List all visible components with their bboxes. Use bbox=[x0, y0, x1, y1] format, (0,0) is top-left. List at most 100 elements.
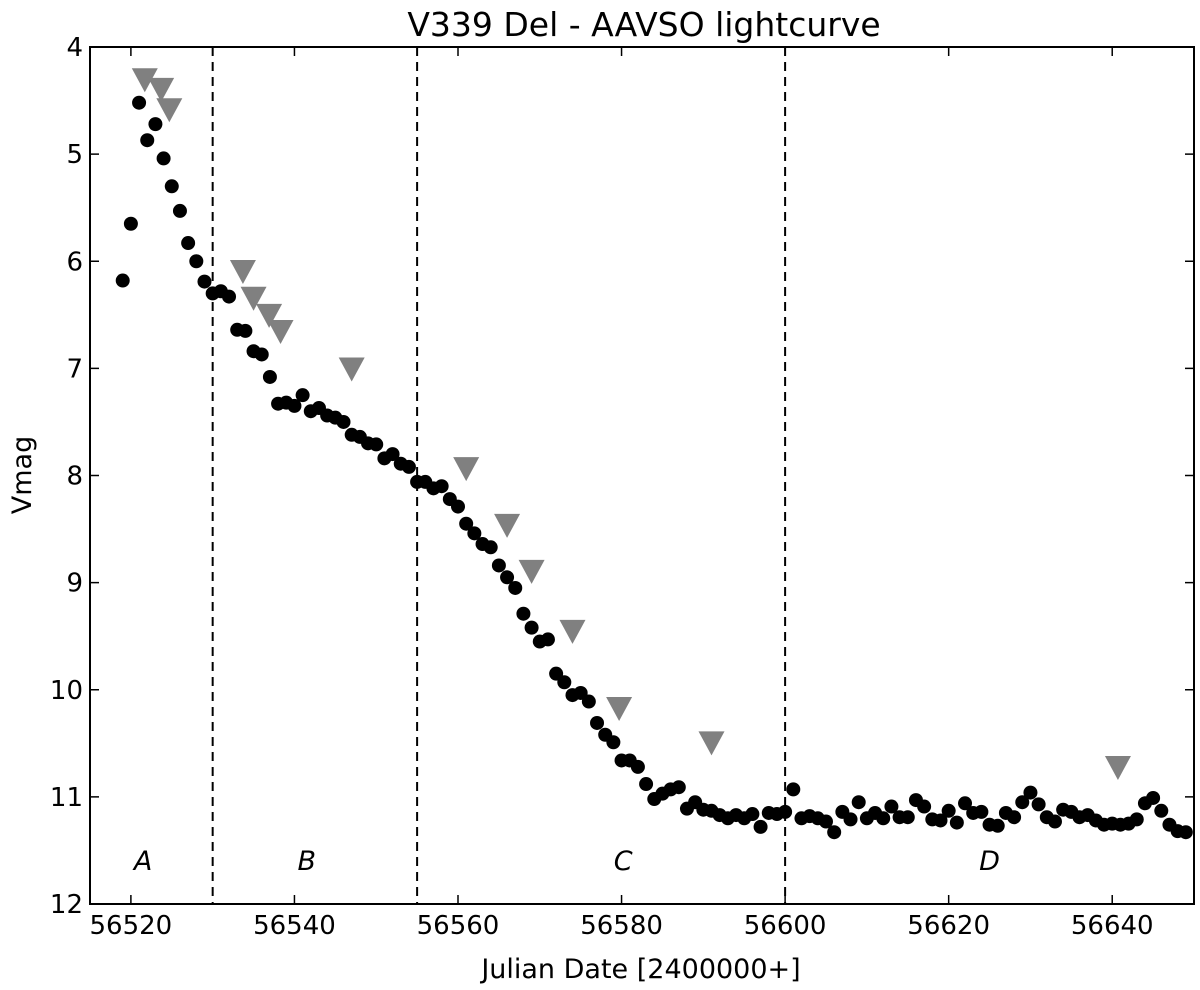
upper-limit-marker bbox=[131, 68, 158, 93]
upper-limit-marker bbox=[338, 357, 365, 382]
data-point bbox=[941, 803, 956, 818]
data-point bbox=[172, 203, 187, 218]
data-point bbox=[876, 811, 891, 826]
axes-frame bbox=[89, 46, 1195, 905]
data-point bbox=[843, 812, 858, 827]
data-point bbox=[1178, 825, 1193, 840]
data-point bbox=[483, 540, 498, 555]
data-point bbox=[132, 95, 147, 110]
y-tick-label: 4 bbox=[66, 33, 83, 63]
y-tick-label: 9 bbox=[66, 569, 83, 599]
upper-limit-marker bbox=[240, 286, 267, 311]
data-point bbox=[581, 694, 596, 709]
data-point bbox=[287, 398, 302, 413]
data-point bbox=[1154, 803, 1169, 818]
data-point bbox=[590, 715, 605, 730]
data-point bbox=[189, 254, 204, 269]
data-point bbox=[262, 369, 277, 384]
upper-limit-marker bbox=[518, 559, 545, 584]
data-point bbox=[181, 236, 196, 251]
upper-limit-marker bbox=[606, 697, 633, 722]
y-tick-label: 7 bbox=[66, 354, 83, 384]
upper-limit-marker bbox=[256, 303, 283, 328]
data-point bbox=[933, 813, 948, 828]
data-point bbox=[254, 347, 269, 362]
data-point bbox=[1015, 795, 1030, 810]
data-point bbox=[491, 558, 506, 573]
data-point bbox=[516, 606, 531, 621]
plot-area: 56520 56540 56560 56580 56600 56620 56640 4 5 6 7 8… bbox=[50, 33, 1195, 941]
data-point bbox=[786, 782, 801, 797]
data-point bbox=[123, 216, 138, 231]
data-point bbox=[753, 819, 768, 834]
data-point bbox=[1031, 797, 1046, 812]
data-point bbox=[434, 479, 449, 494]
upper-limit-marker bbox=[148, 77, 175, 102]
data-point bbox=[336, 414, 351, 429]
data-point bbox=[606, 735, 621, 750]
data-point bbox=[851, 795, 866, 810]
data-point bbox=[990, 818, 1005, 833]
data-point bbox=[115, 273, 130, 288]
data-point bbox=[156, 151, 171, 166]
data-point bbox=[222, 289, 237, 304]
data-point bbox=[401, 459, 416, 474]
data-point bbox=[671, 780, 686, 795]
data-point bbox=[500, 570, 515, 585]
y-tick-label: 12 bbox=[50, 890, 83, 920]
data-point bbox=[385, 447, 400, 462]
data-point bbox=[900, 810, 915, 825]
upper-limit-marker bbox=[229, 259, 256, 284]
data-point bbox=[630, 759, 645, 774]
x-tick-label: 56560 bbox=[417, 911, 500, 941]
phase-label: A bbox=[132, 846, 152, 877]
y-tick-label: 8 bbox=[66, 462, 83, 492]
upper-limit-marker bbox=[267, 319, 294, 344]
data-point bbox=[459, 516, 474, 531]
data-point bbox=[917, 799, 932, 814]
data-point bbox=[827, 825, 842, 840]
data-point bbox=[1023, 785, 1038, 800]
x-tick-label: 56520 bbox=[90, 911, 173, 941]
y-axis-label: Vmag bbox=[7, 436, 38, 514]
data-point bbox=[451, 499, 465, 514]
data-point bbox=[557, 675, 572, 690]
data-point bbox=[639, 777, 654, 792]
data-point bbox=[1146, 790, 1161, 805]
data-point bbox=[974, 804, 989, 819]
x-tick-label: 56600 bbox=[744, 911, 827, 941]
y-tick-label: 10 bbox=[50, 676, 83, 706]
x-tick-label: 56580 bbox=[580, 911, 663, 941]
data-point bbox=[1047, 814, 1062, 829]
x-tick-label: 56620 bbox=[907, 911, 990, 941]
data-point bbox=[164, 179, 179, 194]
y-tick-label: 11 bbox=[50, 783, 83, 813]
phase-label: B bbox=[297, 846, 316, 877]
data-point bbox=[884, 799, 899, 814]
upper-limit-marker bbox=[156, 98, 183, 123]
data-point bbox=[949, 815, 964, 830]
data-point bbox=[140, 133, 155, 148]
y-tick-label: 5 bbox=[66, 140, 83, 170]
data-point bbox=[778, 804, 793, 819]
data-point bbox=[467, 526, 482, 541]
data-point bbox=[1129, 812, 1144, 827]
phase-label: C bbox=[614, 846, 633, 877]
data-point bbox=[295, 388, 310, 403]
phase-label: D bbox=[979, 846, 1000, 877]
upper-limit-marker bbox=[1104, 755, 1131, 780]
data-point bbox=[238, 323, 253, 338]
data-point bbox=[819, 814, 833, 829]
data-point bbox=[540, 632, 555, 647]
upper-limit-marker bbox=[453, 457, 480, 482]
data-point bbox=[369, 437, 384, 452]
y-tick-label: 6 bbox=[66, 247, 83, 277]
data-point bbox=[148, 117, 163, 132]
chart-title: V339 Del - AAVSO lightcurve bbox=[407, 5, 880, 44]
data-point bbox=[197, 274, 212, 289]
data-point bbox=[1007, 810, 1022, 825]
upper-limit-marker bbox=[559, 619, 586, 644]
x-tick-label: 56640 bbox=[1071, 911, 1154, 941]
data-point bbox=[524, 620, 539, 635]
